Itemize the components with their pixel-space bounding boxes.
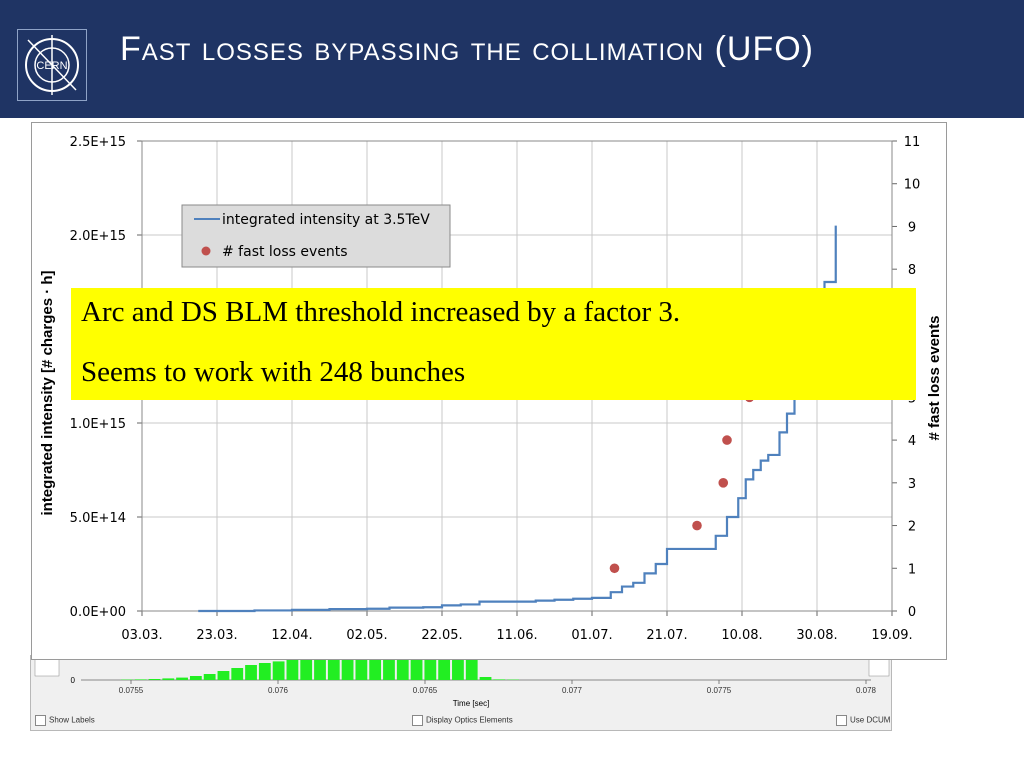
y-tick-label: 5.0E+14 [70,511,126,526]
background-bar [189,676,202,680]
y-tick-label: 2.5E+15 [70,135,126,150]
chart-legend: integrated intensity at 3.5TeV # fast lo… [181,204,451,268]
show-labels-checkbox[interactable]: Show Labels [35,715,95,726]
series-line-integrated-intensity [198,225,837,613]
background-bar [217,671,230,680]
use-dcum-text: Use DCUM [850,715,891,725]
background-bar-chart: 0 0.0755 0.076 0.0765 0.077 0.0775 0.078 Time… [34,658,890,708]
x-tick-label: 30.08. [796,628,837,643]
background-bar [162,678,175,680]
y-axis-label: integrated intensity [# charges · h] [39,270,56,515]
x-tick-label: 03.03. [121,628,162,643]
bg-y-tick: 0 [71,676,76,685]
background-bar [479,677,492,680]
background-bar [383,660,395,680]
bg-xlabel: Time [sec] [453,699,490,708]
y2-tick-label: 10 [904,178,921,193]
bg-x-tick-label: 0.0765 [413,686,438,695]
show-labels-text: Show Labels [49,715,95,725]
background-bar [300,660,313,680]
y2-tick-label: 9 [908,220,916,235]
annotation-line-2: Seems to work with 248 bunches [81,356,466,388]
background-bar [369,660,382,680]
background-bar [424,660,437,680]
x-tick-label: 23.03. [196,628,237,643]
use-dcum-checkbox-box[interactable] [836,715,847,726]
page-title: Fast losses bypassing the collimation (U… [120,30,814,68]
y2-tick-label: 2 [908,520,916,535]
background-bar [272,661,285,680]
background-bar [327,660,340,680]
show-labels-checkbox-box[interactable] [35,715,46,726]
background-bar [452,660,464,680]
use-dcum-checkbox[interactable]: Use DCUM [836,715,890,726]
background-bar [493,679,506,680]
display-optics-checkbox-box[interactable] [412,715,423,726]
display-optics-checkbox[interactable]: Display Optics Elements [412,715,513,726]
annotation-line-1: Arc and DS BLM threshold increased by a … [81,296,681,328]
background-bar [231,668,244,680]
fast-loss-event-point [609,563,620,574]
background-bar [410,660,423,680]
legend-entry-events: # fast loss events [222,244,348,260]
background-bar [148,679,161,680]
bg-x-tick-label: 0.0775 [707,686,732,695]
cern-logo: CERN [17,29,87,101]
fast-loss-event-point [722,435,732,445]
title-bar: CERN Fast losses bypassing the collimati… [0,0,1024,118]
y-tick-label: 1.0E+15 [70,417,126,432]
background-bar [176,677,188,680]
background-bar [396,660,409,680]
y2-axis-label: # fast loss events [926,315,943,440]
logo-text: CERN [36,60,67,72]
bg-x-tick-label: 0.076 [268,686,289,695]
annotation-box: Arc and DS BLM threshold increased by a … [71,288,916,400]
background-bar [286,660,299,680]
background-bar-chart-panel: 0 0.0755 0.076 0.0765 0.077 0.0775 0.078 Time… [30,655,892,731]
y-tick-label: 2.0E+15 [70,229,126,244]
x-tick-label: 22.05. [421,628,462,643]
background-bar [203,674,216,680]
background-bar [134,679,147,680]
y2-tick-label: 11 [904,135,921,150]
x-tick-label: 21.07. [646,628,687,643]
display-optics-text: Display Optics Elements [426,715,513,725]
bg-x-tick-label: 0.078 [856,686,877,695]
x-tick-label: 12.04. [271,628,312,643]
background-bar [355,660,368,680]
legend-dot-swatch [201,246,211,256]
x-tick-label: 19.09. [871,628,912,643]
background-bar [245,665,257,680]
y2-tick-label: 3 [908,477,916,492]
cern-logo-icon: CERN [25,35,79,95]
fast-loss-event-point [718,478,729,488]
bg-x-tick-label: 0.0755 [119,686,144,695]
x-tick-label: 02.05. [346,628,387,643]
background-bar [341,660,354,680]
bg-x-tick-label: 0.077 [562,686,583,695]
background-bar [314,660,326,680]
background-bar [465,660,478,680]
y-tick-label: 0.0E+00 [70,605,126,620]
x-tick-label: 11.06. [496,628,537,643]
background-bar [438,660,451,680]
y2-tick-label: 1 [908,562,916,577]
y2-tick-label: 4 [908,434,916,449]
x-tick-label: 10.08. [721,628,762,643]
fast-loss-event-point [692,520,702,531]
legend-entry-intensity: integrated intensity at 3.5TeV [222,212,430,228]
x-tick-label: 01.07. [571,628,612,643]
y2-tick-label: 8 [908,263,916,278]
background-bar [258,663,271,680]
y2-tick-label: 0 [908,605,916,620]
